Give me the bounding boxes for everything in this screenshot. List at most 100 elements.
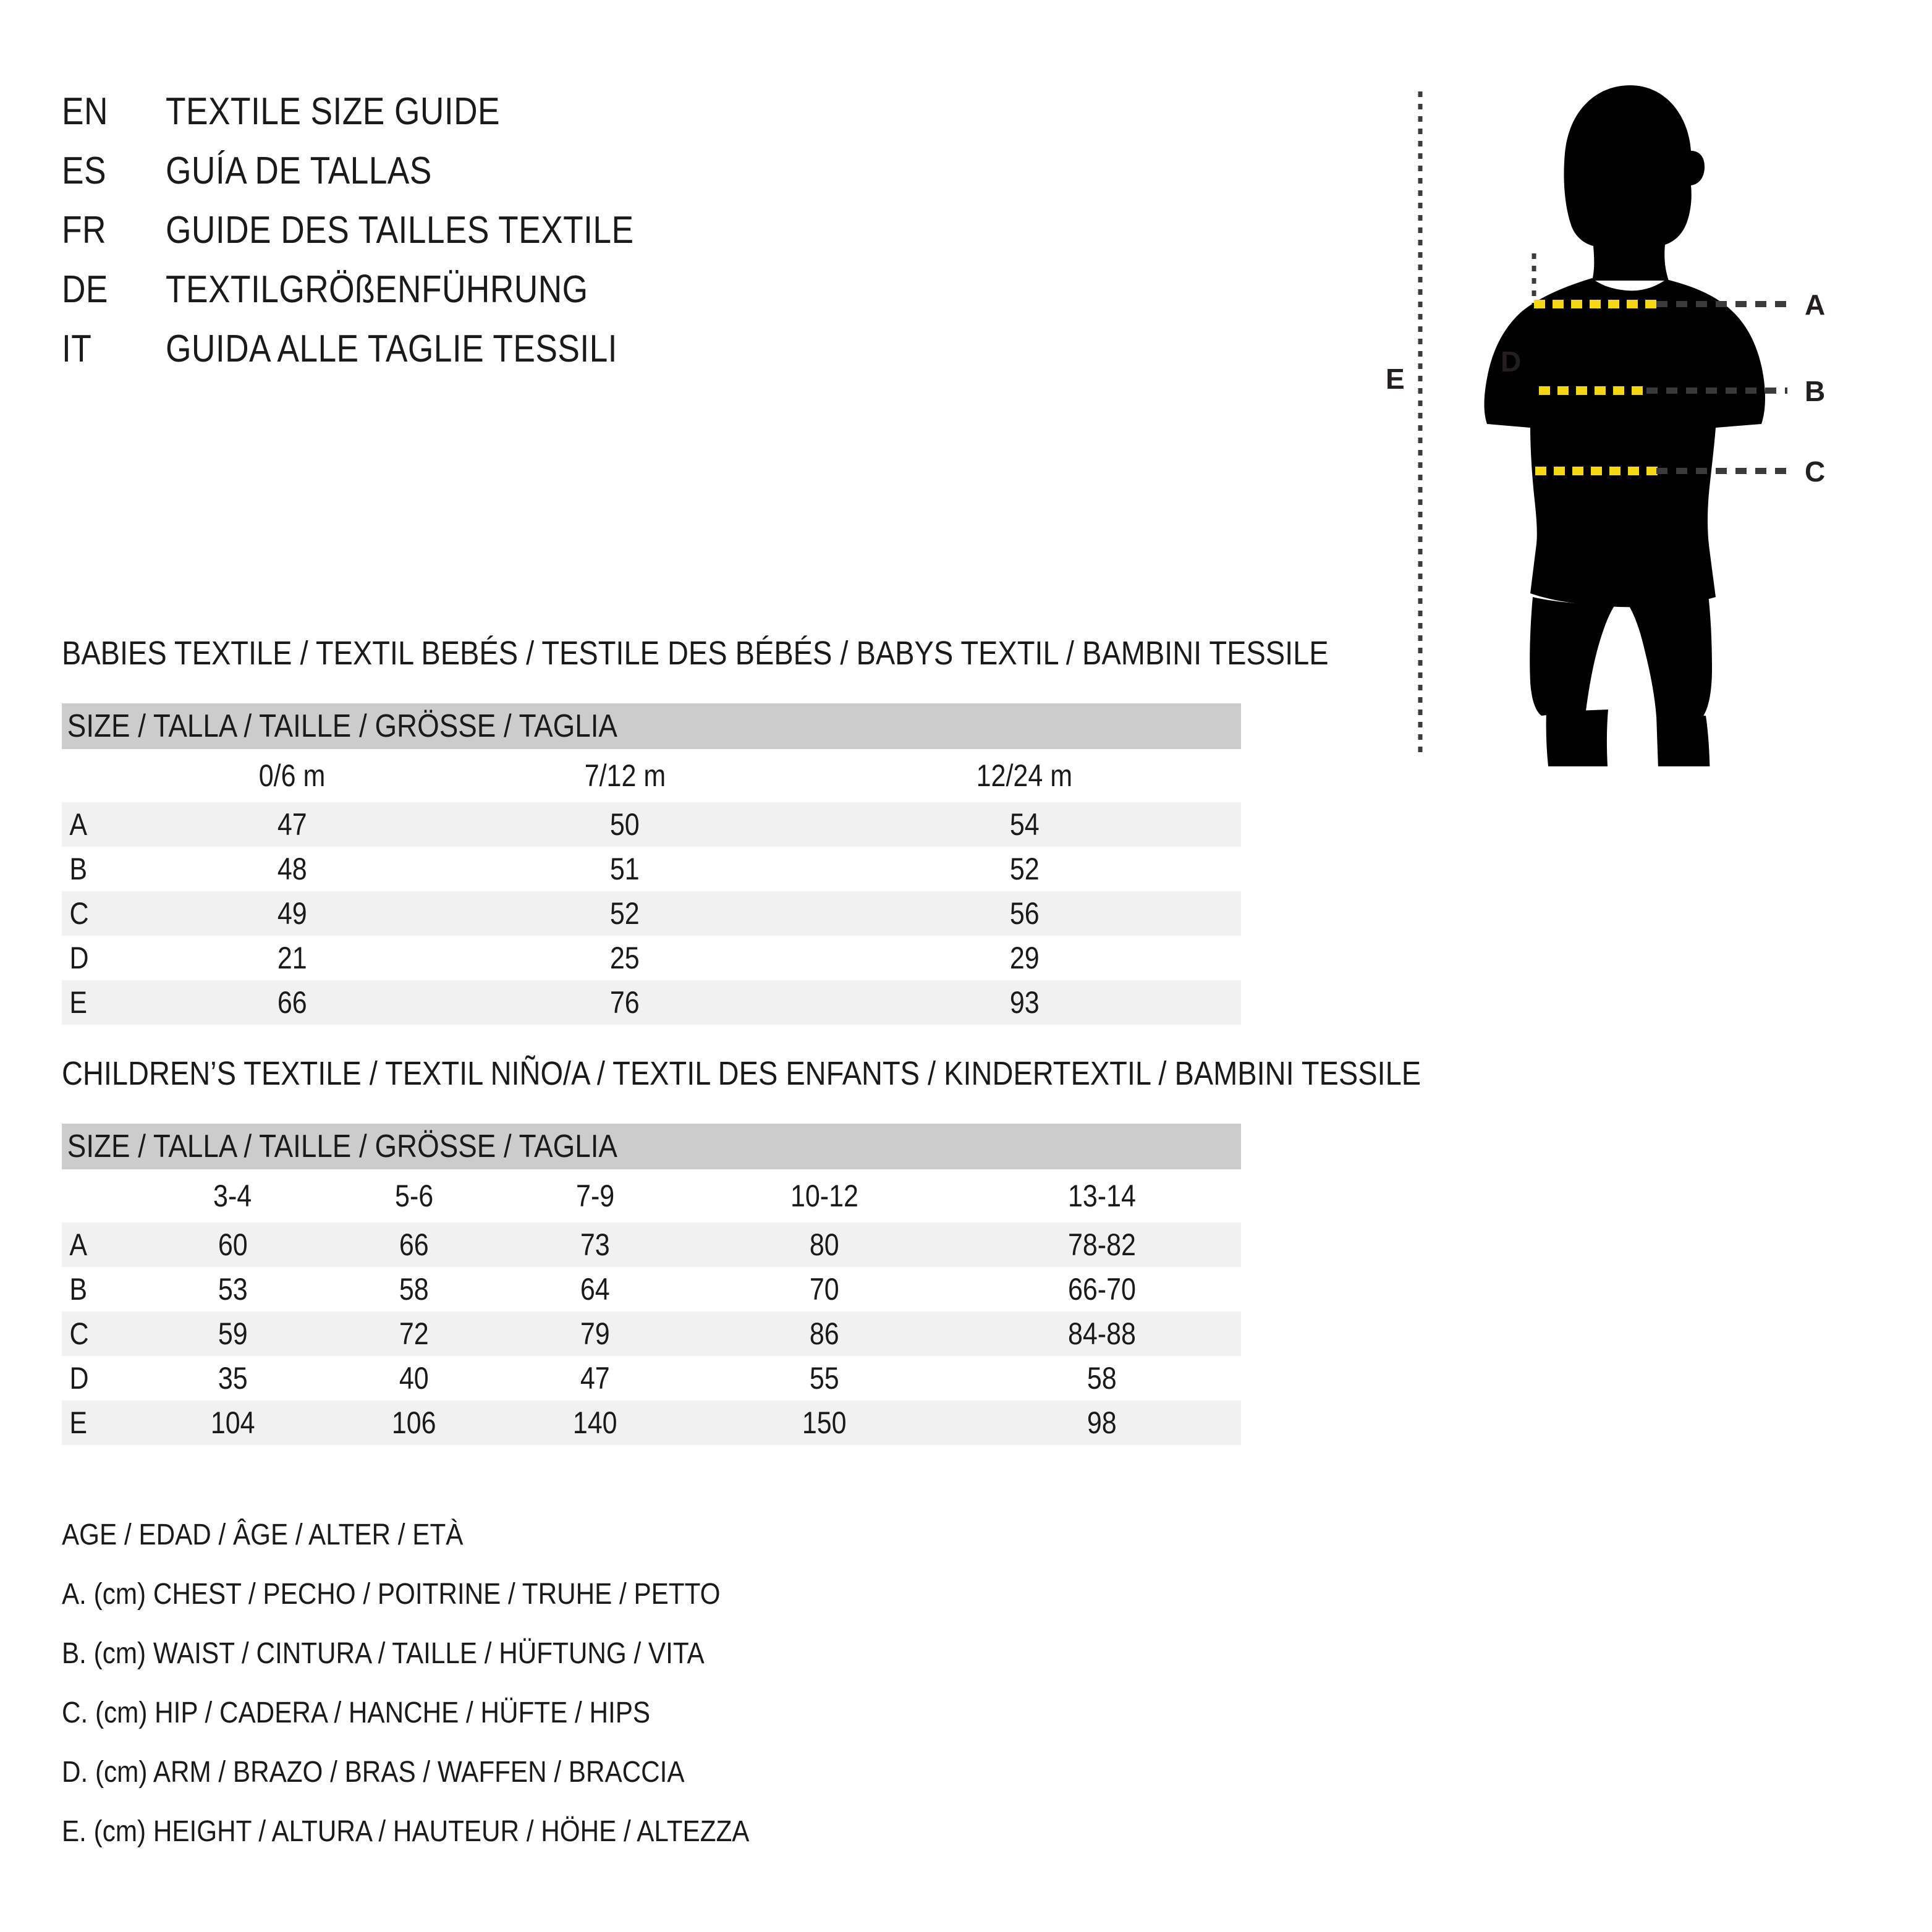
language-row-en: EN TEXTILE SIZE GUIDE: [62, 93, 865, 152]
children-row-label-c: C: [62, 1311, 142, 1356]
babies-row-label-e: E: [62, 980, 142, 1025]
table-row: A 60 66 73 80 78-82: [62, 1222, 1241, 1267]
children-row-label-d: D: [69, 1361, 89, 1396]
children-cell-e-1: 106: [323, 1400, 505, 1445]
children-row-label-b: B: [69, 1272, 88, 1307]
language-code-en: EN: [62, 90, 108, 133]
legend-item-chest: A. (cm) CHEST / PECHO / POITRINE / TRUHE…: [62, 1578, 721, 1611]
language-title-block: EN TEXTILE SIZE GUIDE ES GUÍA DE TALLAS …: [62, 93, 865, 389]
table-row: A 47 50 54: [62, 802, 1241, 847]
children-column-header-4: 13-14: [963, 1169, 1241, 1222]
children-column-header-3: 10-12: [685, 1169, 964, 1222]
children-cell-c-4: 84-88: [963, 1311, 1241, 1356]
language-code-es: ES: [62, 150, 106, 192]
babies-row-label-b: B: [69, 852, 88, 886]
children-cell-c-3: 86: [685, 1311, 964, 1356]
babies-cell-d-0: 21: [277, 941, 307, 975]
babies-cell-e-2: 93: [808, 980, 1241, 1025]
babies-column-header-1: 7/12 m: [441, 749, 808, 802]
babies-cell-d-1: 25: [610, 941, 640, 975]
children-column-header-1: 5-6: [323, 1169, 505, 1222]
children-cell-e-4: 98: [963, 1400, 1241, 1445]
children-cell-a-3: 80: [685, 1222, 964, 1267]
children-colhead-corner: [62, 1169, 142, 1222]
children-cell-e-0: 104: [142, 1400, 324, 1445]
children-cell-d-0: 35: [218, 1361, 248, 1396]
language-row-it: IT GUIDA ALLE TAGLIE TESSILI: [62, 330, 865, 389]
babies-cell-a-0: 47: [142, 802, 442, 847]
language-title-en: TEXTILE SIZE GUIDE: [166, 90, 501, 133]
children-cell-a-0: 60: [142, 1222, 324, 1267]
table-row: E 66 76 93: [62, 980, 1241, 1025]
language-code-fr: FR: [62, 209, 106, 252]
table-row: E 104 106 140 150 98: [62, 1400, 1241, 1445]
babies-cell-a-2: 54: [808, 802, 1241, 847]
children-cell-a-4: 78-82: [963, 1222, 1241, 1267]
babies-cell-b-0: 48: [277, 852, 307, 886]
babies-row-label-d: D: [69, 941, 89, 975]
language-code-it: IT: [62, 328, 92, 370]
children-column-header-0: 3-4: [142, 1169, 324, 1222]
table-row: C 49 52 56: [62, 891, 1241, 936]
children-cell-d-3: 55: [810, 1361, 839, 1396]
table-row: C 59 72 79 86 84-88: [62, 1311, 1241, 1356]
language-row-fr: FR GUIDE DES TAILLES TEXTILE: [62, 211, 865, 271]
children-band-label: SIZE / TALLA / TAILLE / GRÖSSE / TAGLIA: [67, 1129, 617, 1164]
babies-cell-c-2: 56: [808, 891, 1241, 936]
legend-item-waist: B. (cm) WAIST / CINTURA / TAILLE / HÜFTU…: [62, 1637, 705, 1670]
table-row: B 48 51 52: [62, 847, 1241, 891]
measure-label-d: D: [1501, 345, 1522, 378]
children-cell-d-4: 58: [1087, 1361, 1117, 1396]
children-cell-b-1: 58: [399, 1272, 429, 1307]
babies-band-label: SIZE / TALLA / TAILLE / GRÖSSE / TAGLIA: [67, 708, 617, 744]
babies-section-title: BABIES TEXTILE / TEXTIL BEBÉS / TESTILE …: [62, 635, 1329, 672]
babies-cell-e-0: 66: [142, 980, 442, 1025]
children-size-table: SIZE / TALLA / TAILLE / GRÖSSE / TAGLIA …: [62, 1124, 1241, 1445]
language-title-it: GUIDA ALLE TAGLIE TESSILI: [166, 328, 617, 370]
babies-cell-b-2: 52: [1009, 852, 1040, 886]
measure-label-a: A: [1805, 289, 1826, 321]
babies-size-table: SIZE / TALLA / TAILLE / GRÖSSE / TAGLIA …: [62, 703, 1241, 1025]
measurement-legend: AGE / EDAD / ÂGE / ALTER / ETÀ A. (cm) C…: [62, 1520, 1112, 1876]
measure-label-c: C: [1805, 455, 1826, 488]
children-row-label-e: E: [62, 1400, 142, 1445]
children-table-band-row: SIZE / TALLA / TAILLE / GRÖSSE / TAGLIA: [62, 1124, 1241, 1169]
child-silhouette-diagram: [1418, 85, 1787, 766]
measurement-figure-panel: A B C D E: [1386, 74, 1916, 766]
children-section-title: CHILDREN’S TEXTILE / TEXTIL NIÑO/A / TEX…: [62, 1055, 1421, 1092]
babies-column-header-2: 12/24 m: [808, 749, 1241, 802]
measure-label-e: E: [1386, 363, 1405, 395]
babies-cell-e-1: 76: [441, 980, 808, 1025]
table-row: D 21 25 29: [62, 936, 1241, 980]
babies-row-label-c: C: [62, 891, 142, 936]
language-title-es: GUÍA DE TALLAS: [166, 150, 432, 192]
children-cell-e-2: 140: [504, 1400, 686, 1445]
babies-cell-d-2: 29: [1009, 941, 1040, 975]
babies-table-band-cell: SIZE / TALLA / TAILLE / GRÖSSE / TAGLIA: [62, 703, 1241, 749]
babies-cell-b-1: 51: [610, 852, 640, 886]
children-cell-b-3: 70: [810, 1272, 839, 1307]
babies-column-header-row: 0/6 m 7/12 m 12/24 m: [62, 749, 1241, 802]
children-cell-a-2: 73: [504, 1222, 686, 1267]
babies-column-header-0: 0/6 m: [142, 749, 442, 802]
child-silhouette-shape: [1484, 85, 1765, 766]
measure-label-b: B: [1805, 375, 1826, 407]
language-row-de: DE TEXTILGRÖßENFÜHRUNG: [62, 271, 865, 330]
children-cell-d-1: 40: [399, 1361, 429, 1396]
children-cell-b-0: 53: [218, 1272, 248, 1307]
children-row-label-a: A: [62, 1222, 142, 1267]
table-row: D 35 40 47 55 58: [62, 1356, 1241, 1400]
babies-cell-c-1: 52: [441, 891, 808, 936]
children-column-header-row: 3-4 5-6 7-9 10-12 13-14: [62, 1169, 1241, 1222]
children-cell-e-3: 150: [685, 1400, 964, 1445]
babies-row-label-a: A: [62, 802, 142, 847]
babies-table-band-row: SIZE / TALLA / TAILLE / GRÖSSE / TAGLIA: [62, 703, 1241, 749]
children-cell-a-1: 66: [323, 1222, 505, 1267]
babies-colhead-corner: [62, 749, 142, 802]
babies-cell-a-1: 50: [441, 802, 808, 847]
legend-item-arm: D. (cm) ARM / BRAZO / BRAS / WAFFEN / BR…: [62, 1756, 685, 1789]
language-title-fr: GUIDE DES TAILLES TEXTILE: [166, 209, 634, 252]
children-cell-d-2: 47: [580, 1361, 610, 1396]
table-row: B 53 58 64 70 66-70: [62, 1267, 1241, 1311]
children-cell-b-4: 66-70: [1068, 1272, 1137, 1307]
